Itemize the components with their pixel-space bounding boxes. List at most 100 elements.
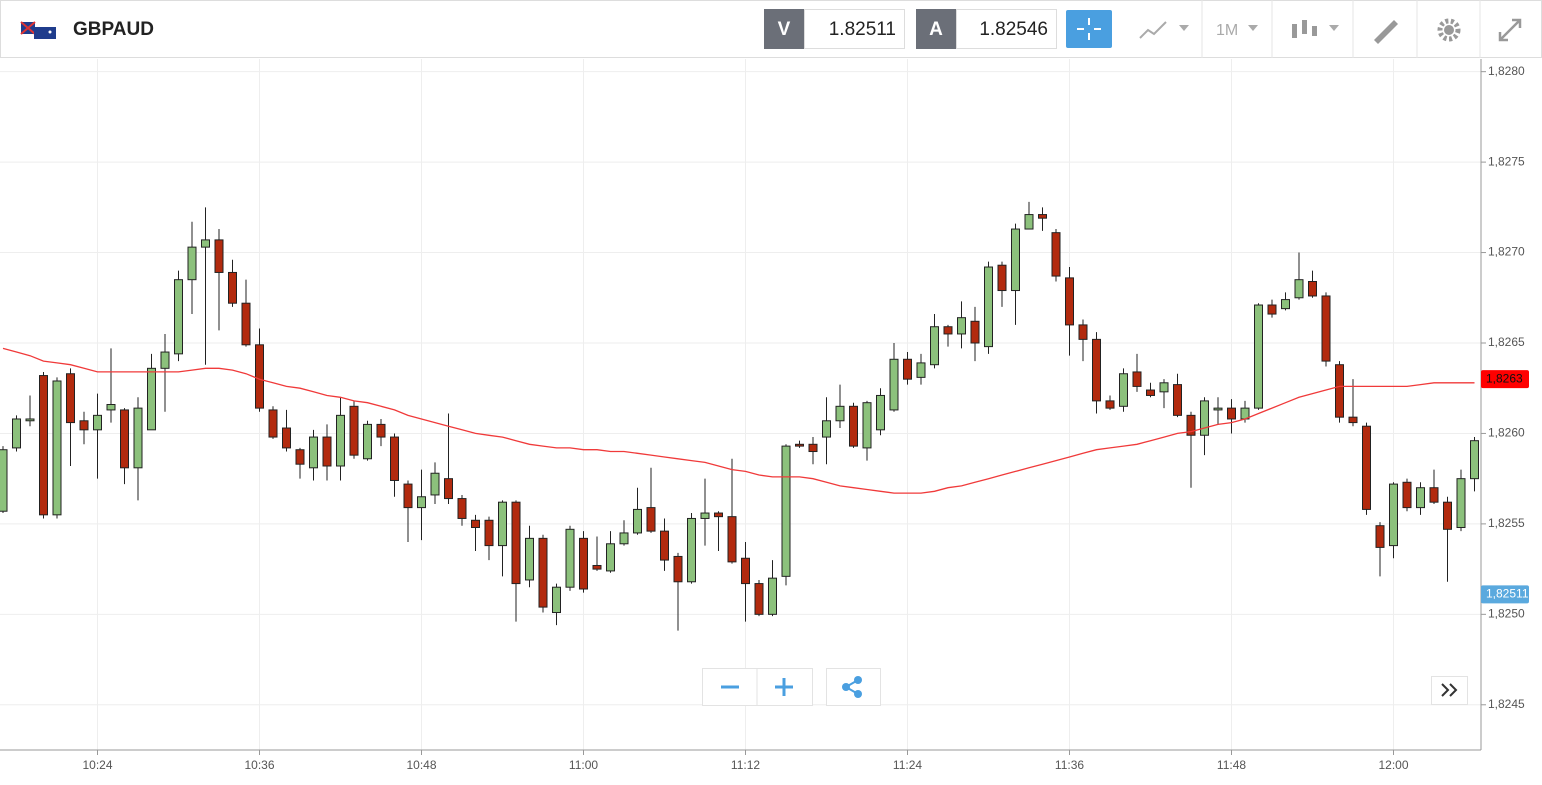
candle-body (25, 418, 35, 422)
flag-cross (20, 21, 36, 35)
candle-body (390, 436, 399, 481)
candle-body (484, 519, 494, 547)
candle-body (12, 418, 21, 449)
candle-body (187, 246, 197, 281)
y-tick-label: 1,8275 (1488, 154, 1525, 168)
flag (20, 21, 56, 39)
crosshair-button[interactable] (1066, 10, 1112, 48)
candle-body (1173, 384, 1182, 416)
flag-au (34, 27, 56, 39)
candle-body (1200, 400, 1209, 436)
candle-body (754, 583, 764, 615)
x-tick-label: 11:00 (569, 758, 598, 772)
price-marker-label: 1,8263 (1486, 371, 1523, 385)
candle-body (457, 498, 467, 519)
candle-body (1294, 279, 1304, 299)
candle-body (1402, 481, 1412, 509)
candle-body (1132, 371, 1142, 387)
y-tick-label: 1,8260 (1488, 426, 1525, 440)
candle-body (768, 577, 777, 615)
candle-body (538, 537, 548, 608)
candle-body (930, 326, 939, 366)
candle-body (295, 449, 305, 465)
candle-body (160, 351, 170, 369)
sell-button[interactable] (764, 9, 804, 49)
candle-body (322, 436, 332, 467)
share-lines (845, 679, 859, 695)
candle-body (1078, 324, 1088, 340)
candle-body (66, 373, 75, 424)
candle-body (862, 402, 872, 449)
sell-price-box[interactable] (804, 9, 905, 49)
candle-body (147, 367, 156, 431)
draw-icon[interactable] (1374, 20, 1398, 44)
candle-body (660, 530, 669, 561)
candle-body (552, 586, 561, 614)
chart-type-icon[interactable] (1139, 21, 1167, 39)
candle-body (714, 512, 723, 518)
icon-bar (1292, 24, 1297, 38)
candle-body (1348, 416, 1358, 424)
candle-body (997, 264, 1007, 292)
candle-body (39, 375, 48, 516)
buy-label: A (929, 19, 943, 40)
candle-body (1119, 373, 1128, 407)
x-tick-label: 11:12 (731, 758, 760, 772)
candle-body (1227, 407, 1236, 420)
candle-body (727, 516, 737, 563)
candle-body (498, 501, 507, 547)
settings-icon[interactable] (1437, 18, 1461, 42)
y-tick-label: 1,8250 (1488, 607, 1525, 621)
candle-body (1038, 214, 1047, 219)
candle-body (916, 362, 926, 378)
candle-body (673, 555, 683, 583)
candle-body (1065, 277, 1074, 326)
moving-average (2, 347, 1475, 494)
candle-body (403, 483, 413, 509)
candle-body (1254, 304, 1263, 409)
candle-body (133, 407, 143, 469)
candle-body (1443, 501, 1452, 530)
sell-label: V (778, 19, 791, 40)
candle-body (903, 358, 912, 380)
zoom-in[interactable] (775, 678, 793, 696)
candle-body (781, 445, 791, 577)
candle-body (511, 501, 521, 585)
buy-button[interactable] (916, 9, 956, 49)
settings-core (1444, 25, 1454, 35)
candle-body (174, 279, 183, 355)
candle-body (214, 239, 224, 273)
x-tick-label: 11:24 (893, 758, 922, 772)
candle-body (525, 537, 534, 581)
candle-body (0, 449, 8, 512)
candle-body (957, 317, 966, 335)
x-tick-label: 12:00 (1378, 758, 1408, 772)
y-tick-label: 1,8270 (1488, 245, 1525, 259)
candle-body (1092, 338, 1101, 402)
timeframe[interactable]: 1M (1216, 22, 1238, 39)
candle-body (282, 427, 291, 449)
price-marker (1481, 585, 1529, 604)
candle-body (309, 436, 318, 469)
scroll-end-button[interactable] (1431, 676, 1468, 705)
candle-body (970, 320, 980, 344)
fullscreen-icon[interactable] (1498, 18, 1522, 42)
candle-body (1321, 295, 1331, 362)
x-tick-label: 10:24 (82, 758, 112, 772)
candle-body (687, 517, 696, 583)
candles-icon[interactable] (1292, 20, 1317, 38)
candle-body (741, 557, 750, 585)
candle-body (1429, 487, 1439, 503)
y-tick-label: 1,8280 (1488, 64, 1525, 78)
share-button[interactable] (826, 668, 881, 706)
candle-body (52, 380, 62, 516)
buy-price-box[interactable] (956, 9, 1057, 49)
candle-body (565, 528, 575, 588)
x-tick-label: 11:48 (1217, 758, 1246, 772)
candle-body (1051, 232, 1061, 277)
candle-body (1213, 407, 1223, 411)
candle-body (619, 532, 629, 545)
candle-body (1024, 214, 1034, 230)
candle-body (376, 423, 386, 438)
